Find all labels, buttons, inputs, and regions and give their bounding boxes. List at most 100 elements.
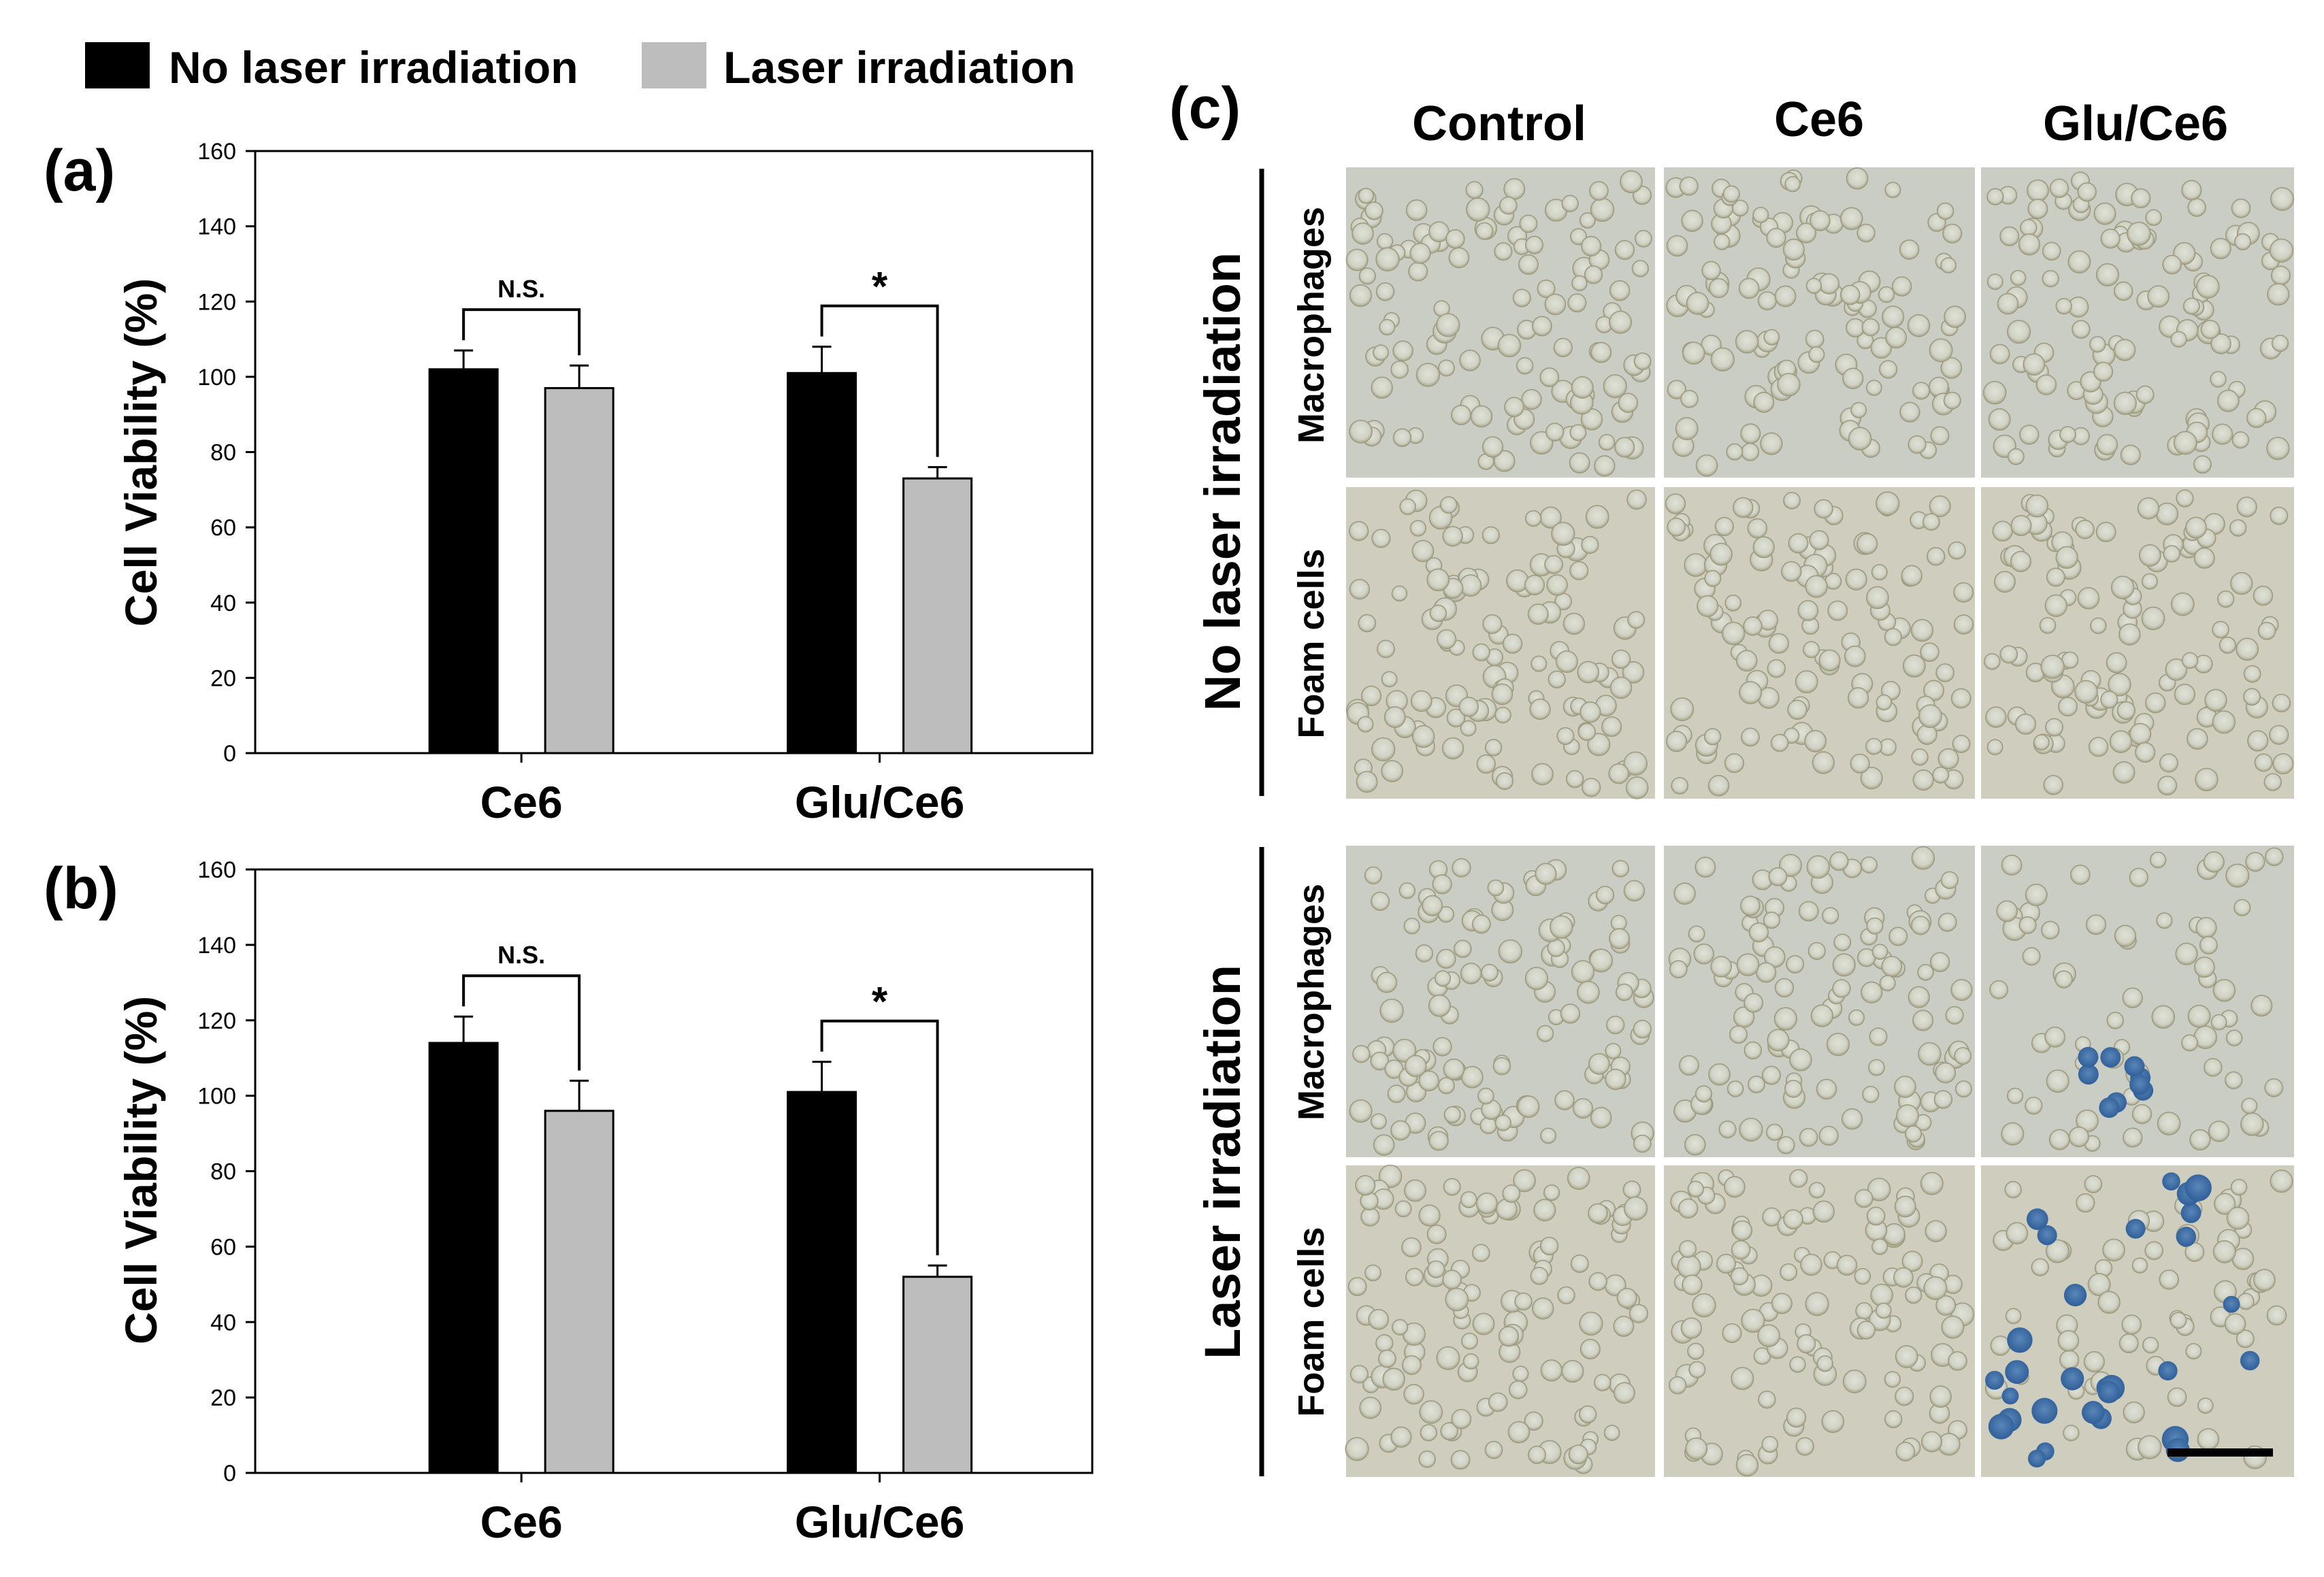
cell	[2108, 673, 2131, 697]
cell	[2055, 546, 2078, 569]
cell	[1371, 737, 1396, 762]
cell	[1401, 1355, 1422, 1376]
cell	[2025, 1096, 2043, 1115]
cell	[1356, 771, 1378, 793]
cell	[1735, 650, 1758, 672]
cell	[1986, 739, 2003, 756]
cell	[2266, 1305, 2287, 1326]
cell	[1878, 286, 1895, 303]
cell	[1756, 962, 1777, 983]
cell	[2010, 550, 2032, 572]
cell	[1577, 723, 1597, 741]
cell	[1827, 600, 1848, 621]
cell	[2018, 916, 2037, 934]
cell	[1548, 670, 1566, 688]
cell	[1783, 491, 1801, 510]
cell	[2195, 767, 2219, 791]
y-tick-label: 0	[223, 741, 236, 767]
cell	[1479, 1116, 1497, 1135]
cell	[1503, 178, 1526, 200]
cell	[1502, 633, 1523, 654]
cell	[1948, 1351, 1967, 1371]
cell	[1540, 1359, 1563, 1382]
cell	[2031, 1258, 2050, 1276]
cell	[2212, 710, 2236, 734]
cell	[2200, 320, 2221, 339]
cell	[1832, 953, 1856, 977]
cell	[1569, 424, 1587, 442]
cell	[1739, 681, 1763, 705]
cell	[1757, 291, 1777, 311]
cell	[1680, 390, 1699, 408]
cell	[2265, 847, 2284, 867]
cell	[1418, 1450, 1436, 1468]
cell	[2055, 298, 2072, 315]
cell	[1422, 895, 1443, 916]
cell	[1415, 944, 1434, 963]
cell	[2156, 912, 2173, 929]
cell	[1370, 1051, 1390, 1071]
significance-label: *	[872, 979, 888, 1025]
cell	[2100, 691, 2118, 709]
cell	[2018, 233, 2041, 256]
cell	[1625, 776, 1649, 799]
cell	[1581, 535, 1599, 554]
cell	[1678, 1240, 1697, 1259]
cell	[1741, 727, 1760, 747]
cell	[1893, 1267, 1914, 1288]
cell	[1908, 986, 1930, 1008]
cell	[2118, 1333, 2139, 1354]
cell	[1398, 882, 1415, 899]
cell	[2137, 497, 2160, 520]
cell	[1866, 917, 1884, 935]
cell	[1901, 1250, 1923, 1272]
cell	[1842, 1370, 1867, 1393]
cell	[1429, 604, 1447, 622]
cell	[2027, 179, 2049, 202]
significance-label: *	[872, 264, 888, 310]
cell	[1582, 778, 1601, 797]
cell	[2138, 544, 2161, 567]
cell	[1799, 1127, 1818, 1147]
cell	[1603, 374, 1627, 399]
y-tick-label: 160	[197, 139, 236, 165]
cell	[1556, 727, 1575, 745]
cell	[1708, 278, 1729, 299]
cell	[1894, 1076, 1916, 1098]
cell	[1986, 188, 2004, 205]
cell	[2076, 1193, 2095, 1213]
cell	[2100, 229, 2121, 249]
cell	[2077, 587, 2100, 610]
x-tick-label: Glu/Ce6	[795, 777, 964, 827]
cell	[1822, 907, 1839, 925]
y-tick-label: 60	[210, 515, 236, 541]
cell	[1953, 582, 1974, 603]
cell	[1848, 427, 1872, 451]
cell	[1418, 1070, 1439, 1092]
cell	[1789, 1048, 1812, 1072]
cell	[1945, 1006, 1964, 1025]
cell	[1507, 1421, 1531, 1444]
cell	[1415, 363, 1441, 387]
cell	[1622, 661, 1645, 684]
cell	[1757, 1324, 1780, 1348]
cell	[2067, 250, 2091, 273]
cell	[1484, 1440, 1503, 1459]
cell	[1359, 1397, 1382, 1419]
cell	[1401, 1237, 1422, 1258]
cell	[1999, 226, 2020, 246]
cell	[1546, 574, 1568, 596]
micrograph-grid: Control Ce6 Glu/Ce6 No laser irradiation…	[1194, 93, 2294, 1477]
cell	[1446, 708, 1466, 728]
cell	[1495, 772, 1514, 791]
cell	[1577, 980, 1600, 1004]
cell	[2267, 283, 2290, 306]
cell	[1731, 1240, 1751, 1260]
cell	[1580, 1339, 1601, 1360]
cell	[2014, 713, 2037, 735]
cell	[2170, 592, 2195, 616]
cell	[1529, 698, 1551, 720]
cell	[1882, 305, 1905, 329]
cell	[1452, 858, 1471, 878]
cell	[1940, 357, 1963, 379]
